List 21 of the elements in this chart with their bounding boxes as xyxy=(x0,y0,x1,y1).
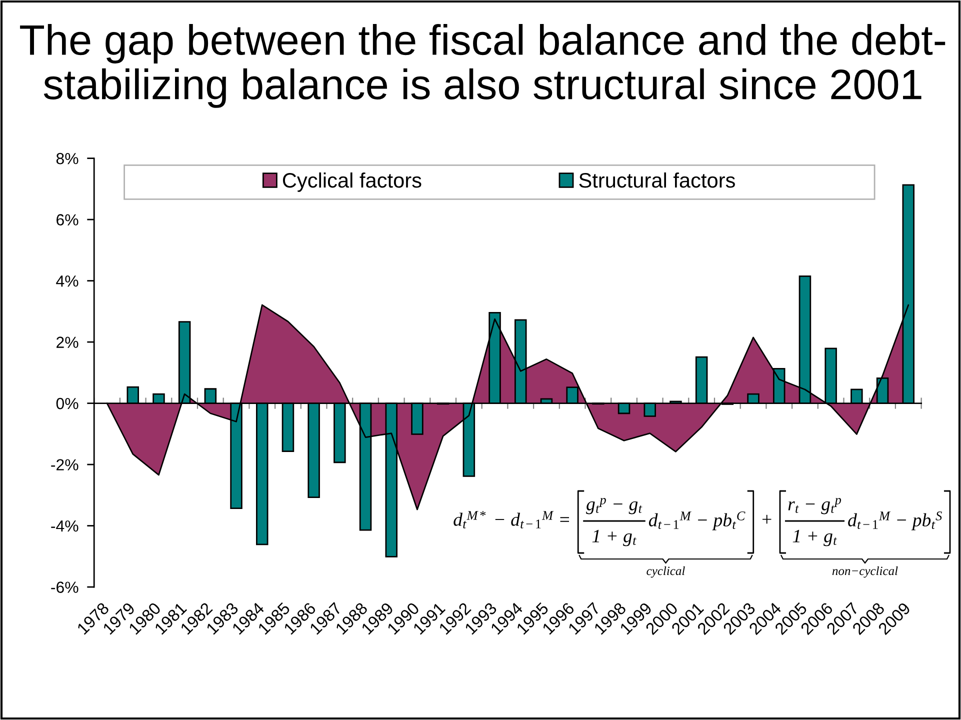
y-tick-label: 2% xyxy=(56,336,78,348)
y-tick-label: 6% xyxy=(56,214,78,226)
y-tick-label: 8% xyxy=(56,152,78,164)
annotation: non−cyclical xyxy=(832,566,898,578)
legend-label: Structural factors xyxy=(579,172,735,188)
annotation: 1 + g$_{t}$ xyxy=(792,530,837,546)
annotation: 1 + g$_{t}$ xyxy=(592,530,636,546)
legend-label: Cyclical factors xyxy=(282,172,422,192)
chart-title: The gap between the fiscal balance and the debt- stabilizing balance is also structural since 2001 xyxy=(20,24,946,108)
annotation: d$_{t−1}$$^{M}$ − pb$_{t}$$^{C}$ xyxy=(648,512,746,530)
y-tick-label: 0% xyxy=(56,398,78,410)
y-tick-label: -6% xyxy=(51,582,78,593)
y-tick-label: 4% xyxy=(56,275,78,287)
y-tick-label: -2% xyxy=(51,459,78,470)
annotation: g$_{t}$$^{p}$ − g$_{t}$ xyxy=(586,498,642,514)
annotation: + xyxy=(762,514,772,524)
annotation: d$_{t}$$^{M*}$ − d$_{t−1}$$^{M}$ = xyxy=(454,511,569,528)
annotation: d$_{t−1}$$^{M}$ − pb$_{t}$$^{S}$ xyxy=(848,512,942,530)
annotation: r$_{t}$ − g$_{t}$$^{p}$ xyxy=(788,498,842,514)
annotation: cyclical xyxy=(646,566,685,578)
y-tick-label: -4% xyxy=(51,520,78,532)
